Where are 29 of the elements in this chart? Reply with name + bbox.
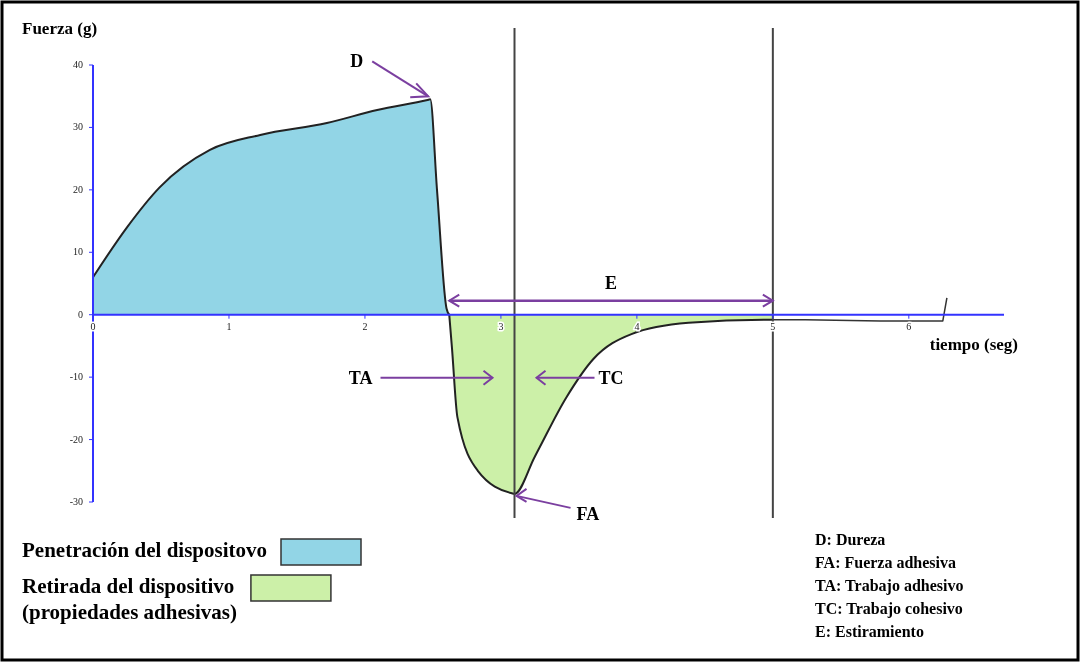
x-tick-label: 0 [90, 320, 96, 332]
x-tick-label: 1 [226, 320, 232, 332]
annotation: D [350, 51, 364, 72]
text: D: Dureza [815, 531, 886, 548]
legend-label: Retirada del dispositivo (propiedades adhesivas) [22, 574, 237, 624]
annotation: FA [576, 503, 600, 524]
x-tick-label: 4 [634, 320, 640, 332]
y-axis-title: Fuerza (g) [22, 19, 98, 38]
y-tick-label: 40 [73, 59, 83, 70]
text: TA: Trabajo adhesivo [815, 577, 964, 595]
y-tick-label: -20 [69, 433, 83, 445]
legend-label: Penetración del dispositovo [22, 538, 267, 562]
y-tick-label: 20 [73, 183, 83, 195]
y-tick-label: -10 [69, 371, 83, 383]
y-tick-label: 30 [73, 121, 83, 133]
text: E: Estiramiento [815, 623, 924, 640]
y-tick-label: 10 [73, 246, 83, 258]
x-tick-label: 6 [906, 320, 912, 332]
annotation: TA [348, 367, 373, 388]
x-tick-label: 3 [498, 320, 504, 332]
annotation: E [605, 272, 618, 293]
annotation: TC [598, 367, 624, 388]
x-tick-label: 5 [770, 320, 776, 332]
y-tick-label: 0 [78, 308, 83, 320]
text: FA: Fuerza adhesiva [815, 554, 957, 571]
text: TC: Trabajo cohesivo [815, 600, 963, 618]
x-axis-title: tiempo (seg) [929, 334, 1018, 354]
y-tick-label: -30 [69, 496, 83, 507]
x-tick-label: 2 [362, 320, 368, 332]
